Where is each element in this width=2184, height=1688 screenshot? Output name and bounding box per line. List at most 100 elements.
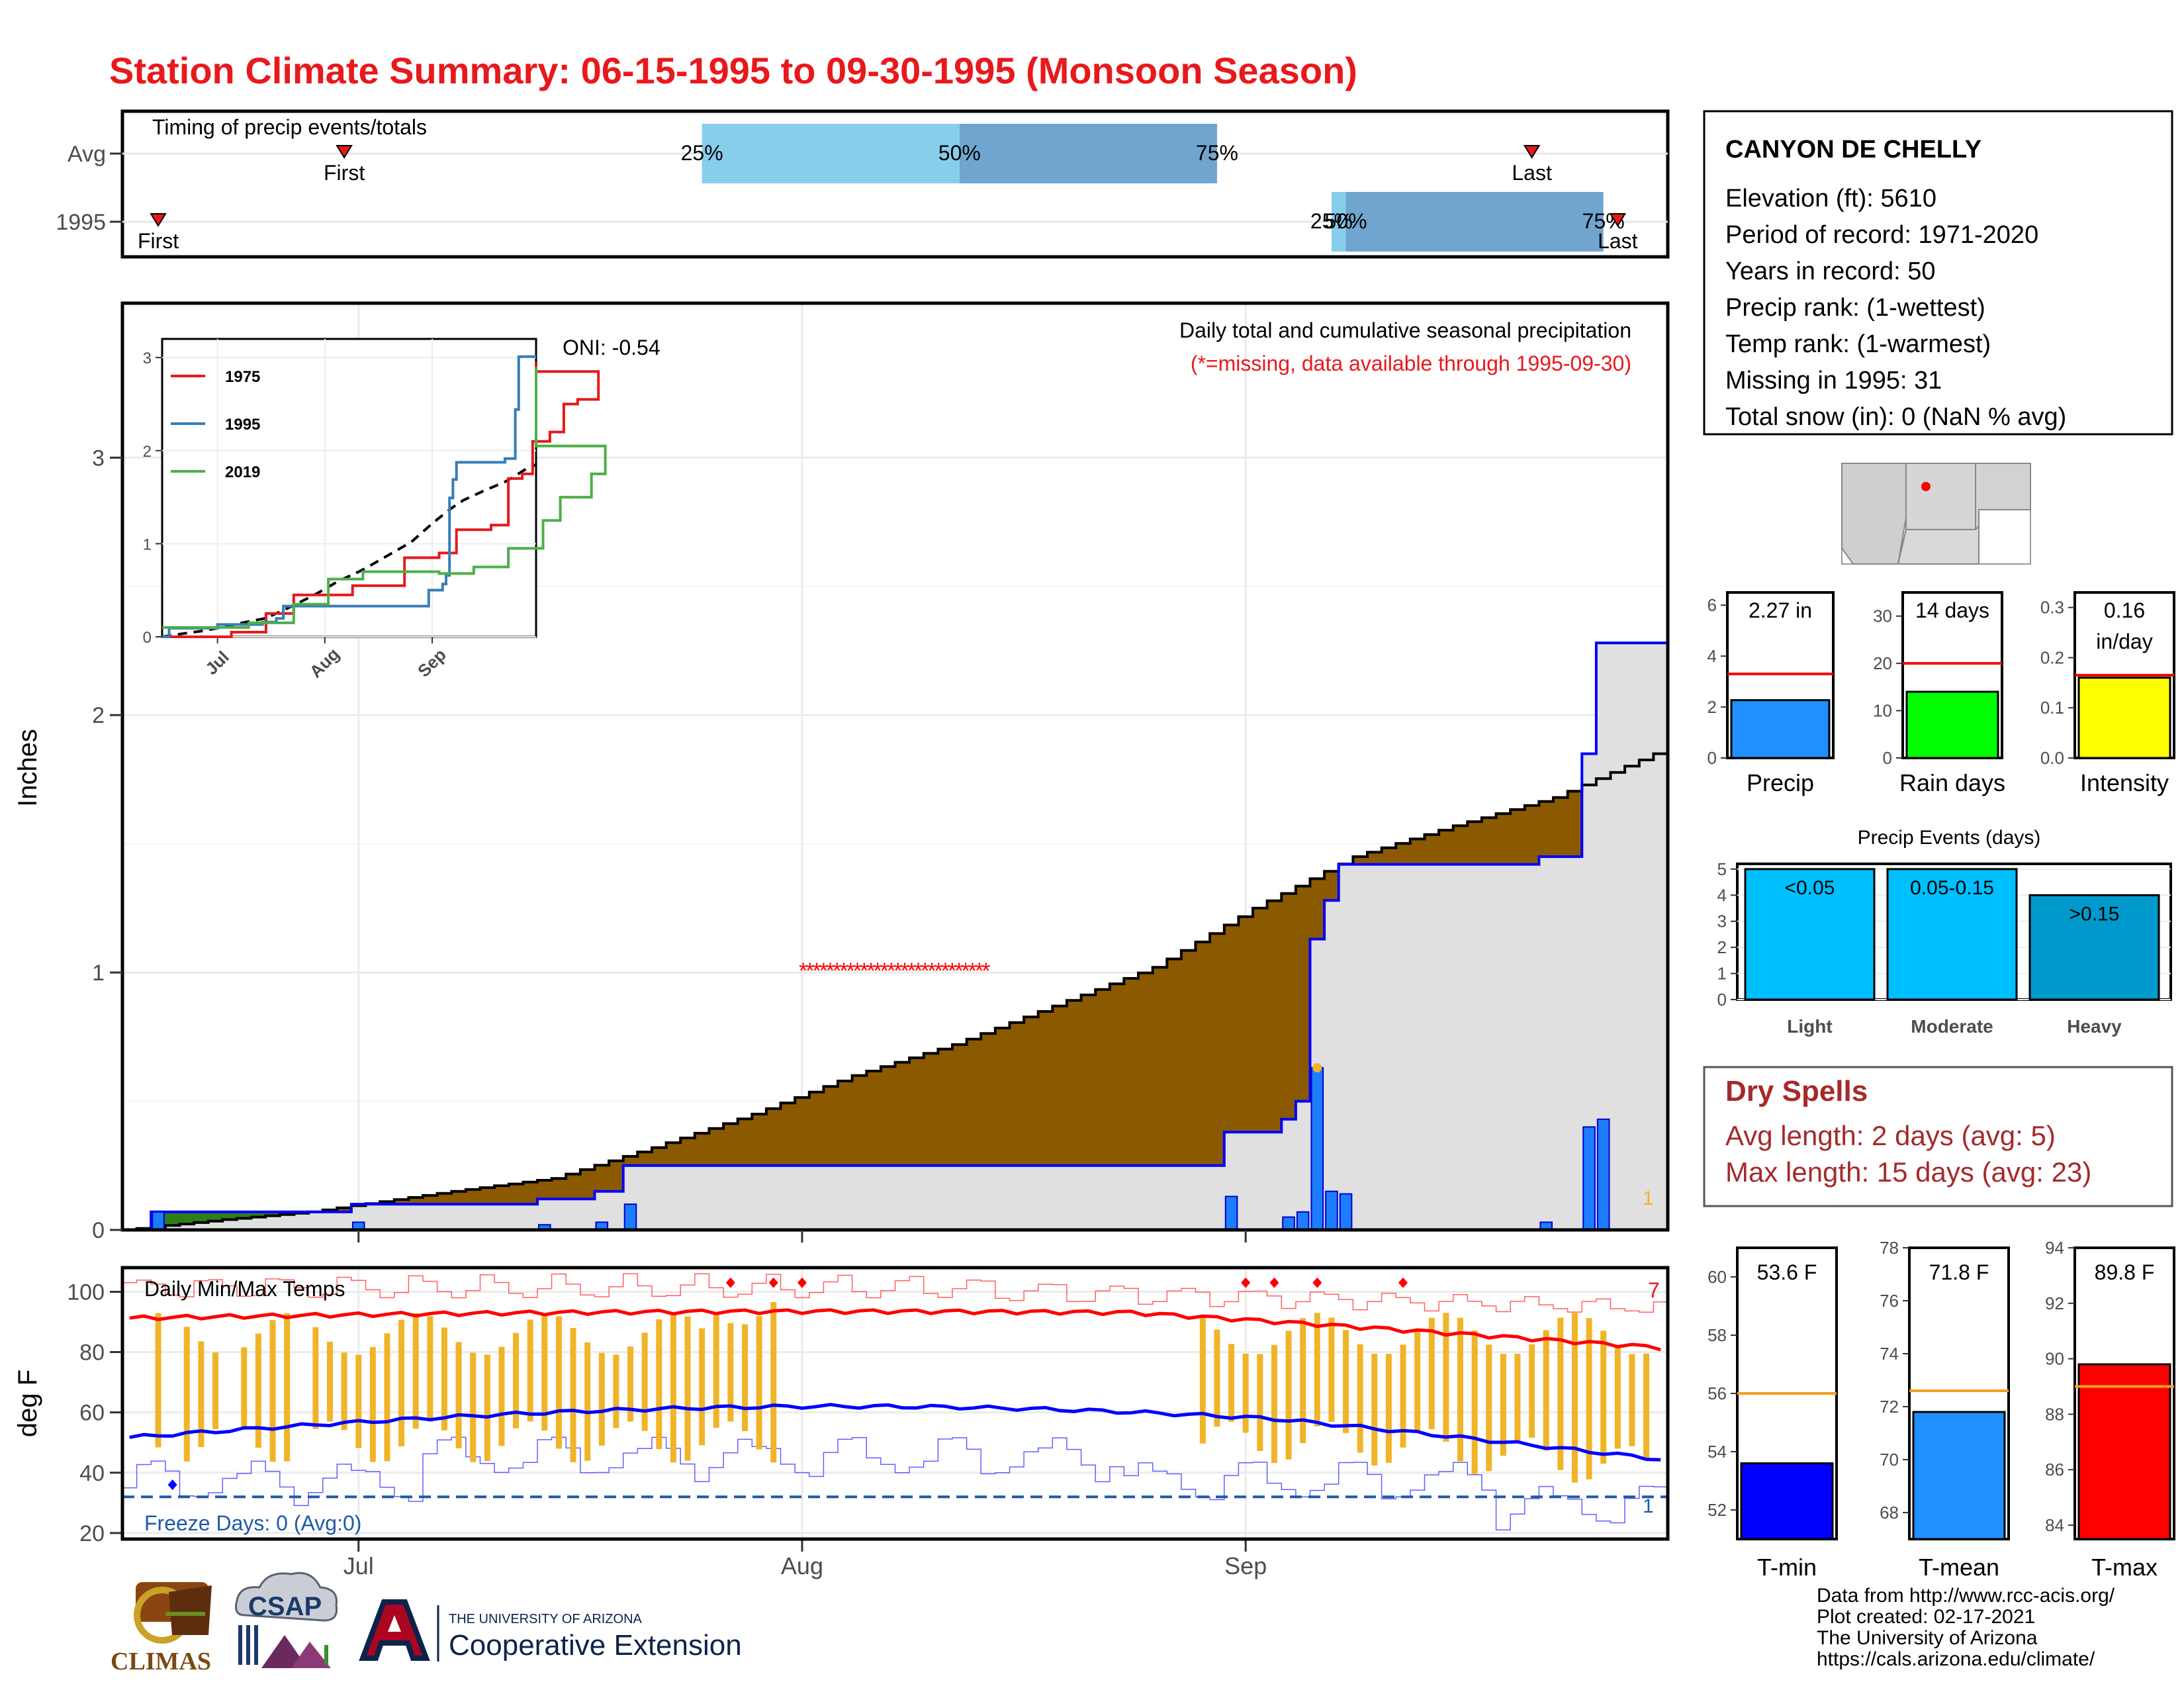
events-ytick: 1 xyxy=(1717,964,1727,984)
daily-precip-bar xyxy=(1282,1216,1295,1231)
temp-bar-ytick: 90 xyxy=(2045,1349,2064,1369)
station-line: Missing in 1995: 31 xyxy=(1725,367,1942,395)
precip-ytick: 1 xyxy=(92,961,105,986)
temp-bar-ytick: 92 xyxy=(2045,1293,2064,1313)
temp-bar-ytick: 78 xyxy=(1880,1238,1899,1258)
timing-pct-label: 50% xyxy=(938,141,981,165)
mini-value-label: 0.16 xyxy=(2104,598,2145,622)
missing-marks: **************************** xyxy=(799,959,990,984)
timing-marker xyxy=(1523,145,1541,159)
events-ytick: 5 xyxy=(1717,859,1727,879)
timing-marker xyxy=(336,145,353,159)
inset-year-line xyxy=(162,367,607,629)
events-ytick: 3 xyxy=(1717,912,1727,931)
mini-ytick: 0.2 xyxy=(2040,647,2064,667)
obs-cumulative-line xyxy=(122,641,1668,1231)
timing-pct-label: 75% xyxy=(1196,141,1238,165)
daily-precip-bar xyxy=(152,1211,165,1231)
timing-pct-label: 50% xyxy=(1325,209,1367,233)
avg-cumulative-line xyxy=(122,752,1668,1231)
university-of-arizona-logo: THE UNIVERSITY OF ARIZONA Cooperative Ex… xyxy=(359,1599,742,1662)
precip-note: (*=missing, data available through 1995-… xyxy=(1191,352,1631,375)
event-bar xyxy=(2028,894,2160,1001)
event-bar-label: <0.05 xyxy=(1785,877,1835,899)
temp-bar-ytick: 84 xyxy=(2045,1515,2064,1535)
temp-value-bar xyxy=(1740,1462,1834,1540)
record-high-marker xyxy=(768,1277,778,1288)
ua-name: THE UNIVERSITY OF ARIZONA xyxy=(449,1612,643,1626)
date-xtick: Aug xyxy=(781,1552,823,1579)
surplus-area xyxy=(208,1211,223,1221)
temp-bar-ytick: 86 xyxy=(2045,1460,2064,1479)
mini-value-bar xyxy=(2077,677,2171,759)
timing-q2-bar xyxy=(959,124,1217,183)
precip-panel: Inches ONI: -0.54 Daily total and cumula… xyxy=(13,301,1670,1579)
record-low-marker xyxy=(167,1479,177,1490)
mini-value-bar xyxy=(1730,699,1831,759)
station-location-dot xyxy=(1921,482,1931,491)
temp-bar-ytick: 70 xyxy=(1880,1450,1899,1470)
timing-q1-bar xyxy=(1331,192,1346,252)
temp-panel: 20 40 60 80 100 Daily Min/Max Temps deg F Fr… xyxy=(13,1266,1670,1546)
timing-marker xyxy=(150,213,167,227)
temp-bar-ytick: 52 xyxy=(1707,1500,1727,1520)
record-high-marker xyxy=(1241,1277,1251,1288)
credit-line: https://cals.arizona.edu/climate/ xyxy=(1817,1648,2095,1670)
cold-day-count: 1 xyxy=(1643,1495,1654,1517)
record-high-marker xyxy=(797,1277,807,1288)
ua-extension: Cooperative Extension xyxy=(449,1629,742,1662)
event-category: Moderate xyxy=(1911,1016,1993,1037)
mini-value-unit: in/day xyxy=(2096,630,2152,653)
temp-bar-ytick: 74 xyxy=(1880,1344,1899,1364)
timing-pct-label: 25% xyxy=(681,141,723,165)
events-ytick: 4 xyxy=(1717,885,1727,905)
surplus-area xyxy=(265,1211,281,1216)
mini-chart-label: Intensity xyxy=(2080,769,2169,796)
figure-title: Station Climate Summary: 06-15-1995 to 0… xyxy=(109,50,1357,91)
temp-bar-ytick: 60 xyxy=(1707,1267,1727,1287)
inset-legend-label: 1975 xyxy=(225,368,260,386)
daily-precip-bar xyxy=(623,1203,637,1231)
temp-bar-ytick: 68 xyxy=(1880,1503,1899,1523)
avg-low-line xyxy=(129,1403,1661,1462)
precip-subtitle: Daily total and cumulative seasonal prec… xyxy=(1179,318,1631,342)
credit-line: The University of Arizona xyxy=(1817,1627,2038,1649)
surplus-area xyxy=(165,1211,180,1226)
mini-ytick: 10 xyxy=(1873,701,1892,721)
surplus-area xyxy=(222,1211,238,1220)
timing-q2-bar xyxy=(1345,192,1604,252)
timing-q1-bar xyxy=(702,124,960,183)
temp-ytick: 80 xyxy=(79,1340,105,1366)
event-bar-label: >0.15 xyxy=(2070,903,2120,925)
event-category: Heavy xyxy=(2067,1016,2122,1037)
daily-precip-bar xyxy=(1596,1118,1610,1231)
temp-bar-label: T-max xyxy=(2091,1554,2158,1581)
inset-ytick: 0 xyxy=(143,629,152,647)
events-ytick: 0 xyxy=(1717,990,1727,1009)
credit-line: Plot created: 02-17-2021 xyxy=(1817,1606,2035,1628)
record-high-marker xyxy=(1312,1277,1322,1288)
event-bar xyxy=(1744,868,1876,1001)
temp-bar-ytick: 94 xyxy=(2045,1238,2064,1258)
date-xtick: Sep xyxy=(1224,1552,1267,1579)
temp-value-label: 71.8 F xyxy=(1929,1260,1989,1284)
timing-pct-label: 25% xyxy=(1310,209,1353,233)
station-line: Years in record: 50 xyxy=(1725,258,1936,285)
climas-logo-text: CLIMAS xyxy=(111,1648,211,1675)
timing-marker-label: Last xyxy=(1512,161,1552,185)
surplus-area xyxy=(236,1211,252,1219)
year-count-precip: 1 xyxy=(1643,1188,1654,1209)
temp-bar-ytick: 58 xyxy=(1707,1325,1727,1345)
mini-ytick: 20 xyxy=(1873,653,1892,673)
daily-precip-bar xyxy=(1224,1196,1238,1231)
credit-line: Data from http://www.rcc-acis.org/ xyxy=(1817,1585,2115,1607)
dry-spells-avg: Avg length: 2 days (avg: 5) xyxy=(1725,1120,2056,1151)
mini-ytick: 0.1 xyxy=(2040,698,2064,718)
hot-day-count: 7 xyxy=(1648,1278,1660,1302)
station-name: CANYON DE CHELLY xyxy=(1725,136,1981,164)
station-line: Precip rank: (1-wettest) xyxy=(1725,294,1985,322)
station-line: Period of record: 1971-2020 xyxy=(1725,221,2038,249)
temp-bar-ytick: 56 xyxy=(1707,1383,1727,1403)
timing-label: Timing of precip events/totals xyxy=(152,115,427,139)
